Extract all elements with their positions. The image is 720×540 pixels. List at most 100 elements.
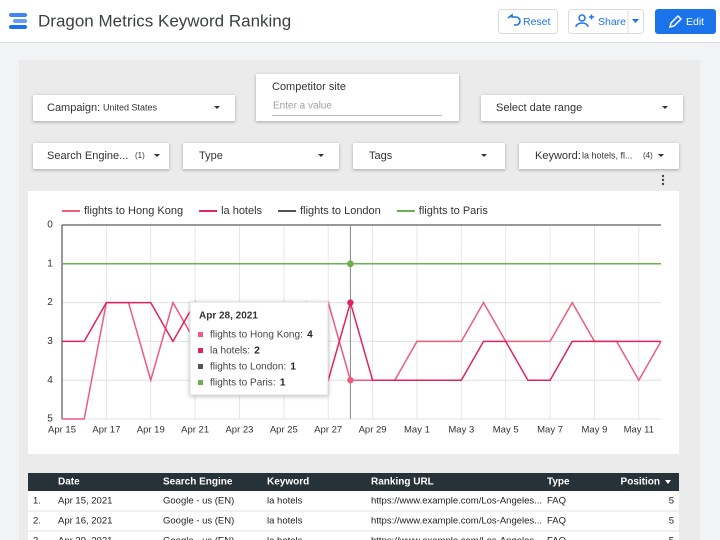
tooltip-value: 4: [307, 330, 313, 341]
table-header: [28, 473, 679, 491]
column-header[interactable]: Type: [547, 477, 570, 488]
table-cell: Google - us (EN): [163, 516, 234, 527]
tooltip-title: Apr 28, 2021: [199, 311, 258, 322]
filter-value: United States: [103, 102, 158, 112]
tooltip-box: [189, 301, 329, 396]
tooltip-series: flights to Paris: [210, 378, 273, 389]
filter-label: Search Engine...: [47, 150, 128, 162]
x-tick-label: May 7: [537, 425, 563, 436]
edit-button[interactable]: Edit: [655, 9, 716, 34]
input-label: Competitor site: [272, 81, 346, 93]
x-tick-label: Apr 25: [270, 425, 298, 436]
share-button[interactable]: Share: [568, 9, 644, 34]
filter-count: (1): [135, 151, 145, 160]
tooltip-swatch: [198, 364, 203, 369]
tooltip-swatch: [198, 332, 203, 337]
sort-icon: [665, 480, 671, 484]
hover-point: [347, 377, 354, 384]
tooltip-swatch: [198, 348, 203, 353]
x-tick-label: May 9: [582, 425, 608, 436]
x-tick-label: Apr 21: [181, 425, 209, 436]
chart-menu[interactable]: [661, 174, 665, 186]
legend-label: flights to Hong Kong: [84, 205, 183, 217]
table-cell: 1.: [33, 496, 41, 507]
x-tick-label: Apr 29: [359, 425, 387, 436]
y-tick-label: 5: [47, 414, 53, 425]
y-tick-label: 1: [47, 258, 53, 269]
date-range-filter[interactable]: Select date range: [481, 95, 683, 121]
tags-filter[interactable]: Tags: [353, 143, 505, 169]
hover-point: [347, 260, 354, 267]
column-header[interactable]: Keyword: [267, 477, 309, 488]
search-engine-filter[interactable]: Search Engine... (1): [33, 143, 169, 169]
x-tick-label: May 5: [493, 425, 519, 436]
x-tick-label: May 3: [448, 425, 474, 436]
y-tick-label: 3: [47, 336, 53, 347]
series-line: [62, 299, 661, 383]
filter-value: la hotels, fl...: [582, 150, 633, 160]
filter-label: Type: [199, 150, 223, 162]
table-cell: https://www.example.com/Los-Angeles...: [371, 496, 542, 507]
tooltip-colon: :: [247, 346, 250, 357]
x-tick-label: Apr 23: [225, 425, 253, 436]
y-tick-label: 2: [47, 297, 53, 308]
table-cell: 5: [669, 516, 674, 527]
table-cell: la hotels: [267, 536, 303, 540]
type-filter[interactable]: Type: [183, 143, 339, 169]
report-title: Dragon Metrics Keyword Ranking: [38, 11, 291, 30]
column-header[interactable]: Date: [58, 477, 80, 488]
table-cell: https://www.example.com/Los-Angeles...: [371, 516, 542, 527]
table-cell: Apr 29, 2021: [58, 536, 112, 540]
tooltip-value: 1: [290, 362, 296, 373]
legend-label: flights to Paris: [419, 205, 489, 217]
x-tick-label: Apr 27: [314, 425, 342, 436]
tooltip-series: flights to Hong Kong: [210, 330, 300, 341]
chart-card: [28, 191, 679, 454]
edit-label: Edit: [686, 16, 704, 28]
share-label: Share: [598, 16, 626, 28]
filter-label: Select date range: [496, 102, 582, 114]
table-cell: 5: [669, 496, 674, 507]
table-cell: Google - us (EN): [163, 536, 234, 540]
table-cell: Apr 16, 2021: [58, 516, 112, 527]
input-placeholder: Enter a value: [273, 101, 332, 112]
x-tick-label: Apr 17: [92, 425, 120, 436]
table-cell: 2.: [33, 516, 41, 527]
legend-label: la hotels: [221, 205, 262, 217]
table-cell: FAQ: [547, 536, 566, 540]
filter-label: Keyword:: [535, 150, 581, 162]
table-cell: FAQ: [547, 496, 566, 507]
filter-label: Campaign:: [47, 102, 100, 114]
data-table: Date Search Engine Keyword Ranking URL Type P…: [28, 477, 679, 540]
column-header[interactable]: Ranking URL: [371, 477, 434, 488]
campaign-filter[interactable]: Campaign: United States: [33, 95, 235, 121]
tooltip-colon: :: [273, 378, 276, 389]
hover-point: [347, 299, 354, 306]
tooltip-value: 1: [280, 378, 286, 389]
column-header[interactable]: Position: [621, 477, 660, 488]
table-cell: https://www.example.com/Los-Angeles...: [371, 536, 542, 540]
series-line: [62, 300, 662, 420]
table-cell: FAQ: [547, 516, 566, 527]
logo: [9, 13, 27, 29]
tooltip-swatch: [198, 380, 203, 385]
x-tick-label: Apr 19: [137, 425, 165, 436]
table-cell: 3.: [33, 536, 41, 540]
tooltip-colon: :: [283, 362, 286, 373]
table-cell: Apr 15, 2021: [58, 496, 112, 507]
table-cell: 5: [669, 536, 674, 540]
table-cell: la hotels: [267, 496, 303, 507]
tooltip-series: la hotels: [210, 346, 247, 357]
competitor-input[interactable]: Competitor site Enter a value: [256, 74, 459, 121]
keyword-filter[interactable]: Keyword: la hotels, fl... (4): [519, 143, 679, 169]
tooltip-value: 2: [254, 346, 260, 357]
reset-label: Reset: [523, 16, 551, 28]
column-header[interactable]: Search Engine: [163, 477, 233, 488]
x-tick-label: Apr 15: [48, 425, 76, 436]
reset-button[interactable]: Reset: [498, 9, 558, 34]
tooltip: Apr 28, 2021 flights to Hong Kong: 4 la hot…: [189, 301, 329, 396]
table-cell: Google - us (EN): [163, 496, 234, 507]
tooltip-series: flights to London: [210, 362, 283, 373]
